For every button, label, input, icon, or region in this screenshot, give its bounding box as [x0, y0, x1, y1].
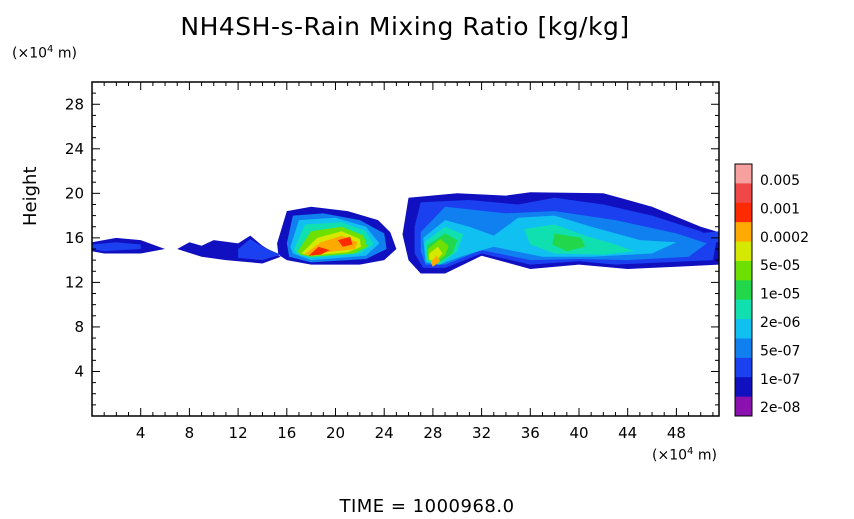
x-tick-label-28: 28 [423, 424, 442, 442]
x-tick-label-20: 20 [326, 424, 345, 442]
contour-region-3 [238, 239, 281, 261]
colorbar-swatch-1 [735, 183, 752, 204]
contour-region-23 [430, 255, 441, 267]
y-tick-label-24: 24 [65, 140, 84, 158]
x-unit-exponent: 4 [687, 446, 694, 457]
contour-region-11 [308, 246, 330, 256]
colorbar-label-4: 1e-05 [760, 287, 800, 303]
contour-region-20 [552, 233, 586, 252]
contour-region-22 [429, 246, 443, 262]
x-tick-label-4: 4 [136, 424, 146, 442]
x-tick-label-36: 36 [521, 424, 540, 442]
colorbar-label-7: 1e-07 [760, 372, 800, 388]
y-tick-label-12: 12 [65, 273, 84, 291]
colorbar-swatch-4 [735, 241, 752, 262]
colorbar-swatch-3 [735, 222, 752, 243]
colorbar-swatch-6 [735, 280, 752, 301]
y-tick-label-20: 20 [65, 184, 84, 202]
time-footer: TIME = 1000968.0 [339, 496, 515, 517]
x-tick-label-32: 32 [472, 424, 491, 442]
y-tick-label-28: 28 [65, 95, 84, 113]
x-tick-label-48: 48 [667, 424, 686, 442]
colorbar-label-0: 0.005 [760, 173, 800, 189]
colorbar-label-1: 0.001 [760, 201, 800, 217]
contour-region-1 [92, 242, 141, 252]
x-tick-label-24: 24 [375, 424, 394, 442]
contour-fill-group [92, 192, 719, 274]
colorbar-swatch-7 [735, 299, 752, 320]
colorbar-swatch-12 [735, 396, 752, 417]
colorbar-swatch-11 [735, 377, 752, 398]
chart-title: NH4SH-s-Rain Mixing Ratio [kg/kg] [180, 12, 630, 41]
colorbar-swatch-10 [735, 357, 752, 378]
colorbar-label-6: 5e-07 [760, 343, 800, 359]
colorbar: 0.005 0.001 0.0002 5e-05 1e-05 2e-06 5e-07 1e-0… [734, 163, 809, 417]
y-tick-label-8: 8 [74, 318, 84, 336]
y-unit-exponent: 4 [47, 44, 54, 55]
x-tick-label-12: 12 [229, 424, 248, 442]
x-tick-label-8: 8 [185, 424, 195, 442]
colorbar-swatch-2 [735, 202, 752, 223]
colorbar-label-2: 0.0002 [760, 230, 809, 246]
y-tick-label-4: 4 [74, 362, 84, 380]
colorbar-frame [734, 163, 753, 417]
x-tick-label-44: 44 [618, 424, 637, 442]
x-unit-prefix: (×10 [652, 447, 688, 464]
y-tick-label-16: 16 [65, 229, 84, 247]
x-tick-label-40: 40 [569, 424, 588, 442]
x-axis-unit: (×104 m) [652, 446, 717, 464]
contour-region-12 [337, 236, 353, 247]
y-axis-unit: (×104 m) [12, 44, 77, 62]
x-tick-label-16: 16 [277, 424, 296, 442]
colorbar-label-5: 2e-06 [760, 315, 800, 331]
y-unit-suffix: m) [53, 45, 77, 62]
colorbar-label-3: 5e-05 [760, 258, 800, 274]
colorbar-swatch-8 [735, 319, 752, 339]
colorbar-swatch-0 [735, 164, 752, 184]
x-unit-suffix: m) [693, 447, 717, 464]
colorbar-label-8: 2e-08 [760, 400, 800, 416]
colorbar-swatch-5 [735, 260, 752, 281]
colorbar-swatch-9 [735, 338, 752, 359]
y-unit-prefix: (×10 [12, 45, 48, 62]
